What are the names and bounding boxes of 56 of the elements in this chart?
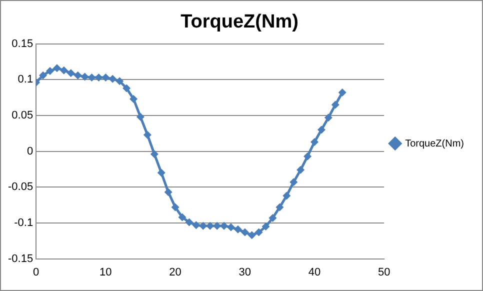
point — [108, 74, 117, 83]
y-tick-label: -0.15 — [8, 252, 34, 265]
x-tick-label: 40 — [308, 266, 321, 278]
x-tick-label: 20 — [169, 266, 182, 278]
point — [60, 66, 68, 74]
point — [310, 138, 318, 146]
point — [178, 213, 186, 222]
point — [282, 192, 291, 200]
legend-label: TorqueZ(Nm) — [405, 138, 464, 150]
point — [94, 73, 103, 82]
point — [130, 94, 138, 103]
chart-title: TorqueZ(Nm) — [180, 12, 298, 33]
point — [122, 84, 131, 92]
point — [324, 114, 332, 122]
point — [80, 72, 89, 81]
point — [234, 225, 242, 234]
point — [157, 168, 166, 177]
point — [52, 64, 61, 72]
point — [171, 203, 180, 212]
x-tick-label: 50 — [378, 266, 390, 278]
y-tick-label: 0.05 — [12, 110, 34, 122]
point — [240, 228, 249, 236]
point — [116, 77, 124, 86]
y-tick-label: 0.1 — [18, 74, 34, 86]
point — [199, 222, 208, 230]
point — [185, 218, 194, 226]
point — [88, 73, 96, 82]
point — [248, 231, 256, 240]
x-tick-label: 30 — [238, 266, 252, 278]
point — [331, 100, 340, 109]
point — [74, 71, 82, 80]
point — [317, 126, 326, 134]
point — [338, 88, 346, 97]
y-tick-label: -0.05 — [8, 181, 34, 194]
point — [296, 166, 305, 174]
point — [143, 130, 152, 139]
point — [226, 223, 235, 232]
point — [276, 203, 284, 212]
point — [220, 222, 228, 230]
point — [136, 112, 144, 121]
x-tick-label: 10 — [100, 266, 112, 278]
point — [290, 178, 298, 186]
point — [66, 69, 75, 78]
point — [39, 71, 48, 80]
point — [150, 150, 158, 158]
point — [192, 221, 200, 230]
y-tick-label: -0.1 — [14, 217, 34, 229]
point — [262, 222, 270, 231]
point — [304, 152, 312, 160]
point — [164, 188, 172, 196]
y-tick-label: 0.15 — [12, 38, 34, 50]
point — [46, 67, 54, 76]
point — [254, 228, 263, 236]
y-tick-label: 0 — [26, 145, 34, 158]
point — [268, 214, 277, 222]
point — [102, 73, 110, 82]
